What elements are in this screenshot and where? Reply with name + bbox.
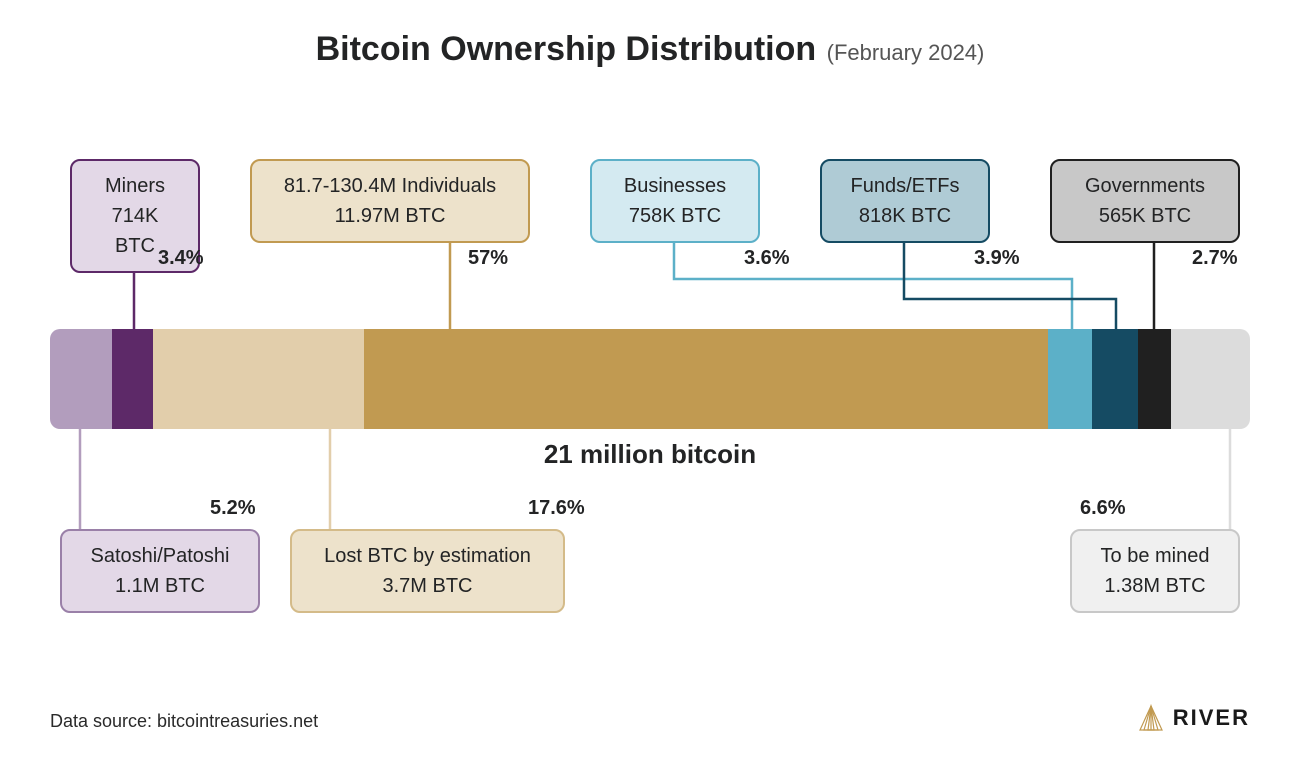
label-businesses-title: Businesses: [610, 171, 740, 201]
footer-row: Data source: bitcointreasuries.net RIVER: [50, 704, 1250, 732]
label-funds-amount: 818K BTC: [840, 201, 970, 231]
segment-governments: [1138, 329, 1170, 429]
segment-businesses: [1048, 329, 1091, 429]
label-individuals-title: 81.7-130.4M Individuals: [270, 171, 510, 201]
label-satoshi: Satoshi/Patoshi 1.1M BTC: [60, 529, 260, 613]
data-source: Data source: bitcointreasuries.net: [50, 711, 318, 732]
label-individuals: 81.7-130.4M Individuals 11.97M BTC: [250, 159, 530, 243]
pct-unmined: 6.6%: [1080, 497, 1126, 520]
pct-individuals: 57%: [468, 247, 508, 270]
label-funds-title: Funds/ETFs: [840, 171, 970, 201]
bar-caption: 21 million bitcoin: [50, 439, 1250, 470]
pct-lost: 17.6%: [528, 497, 585, 520]
chart-subtitle: (February 2024): [827, 40, 985, 65]
label-miners-title: Miners: [90, 171, 180, 201]
pct-businesses: 3.6%: [744, 247, 790, 270]
label-governments: Governments 565K BTC: [1050, 159, 1240, 243]
pct-miners: 3.4%: [158, 247, 204, 270]
river-logo-icon: [1137, 704, 1165, 732]
connector-funds: [904, 229, 1116, 329]
label-governments-title: Governments: [1070, 171, 1220, 201]
label-satoshi-amount: 1.1M BTC: [80, 571, 240, 601]
label-unmined-title: To be mined: [1090, 541, 1220, 571]
segment-funds: [1092, 329, 1139, 429]
label-unmined-amount: 1.38M BTC: [1090, 571, 1220, 601]
segment-lost: [153, 329, 364, 429]
label-lost-amount: 3.7M BTC: [310, 571, 545, 601]
connector-businesses: [674, 229, 1072, 329]
label-lost-title: Lost BTC by estimation: [310, 541, 545, 571]
segment-unmined: [1171, 329, 1250, 429]
label-funds: Funds/ETFs 818K BTC: [820, 159, 990, 243]
segment-miners: [112, 329, 153, 429]
label-businesses: Businesses 758K BTC: [590, 159, 760, 243]
label-individuals-amount: 11.97M BTC: [270, 201, 510, 231]
label-satoshi-title: Satoshi/Patoshi: [80, 541, 240, 571]
pct-funds: 3.9%: [974, 247, 1020, 270]
label-governments-amount: 565K BTC: [1070, 201, 1220, 231]
brand-logo: RIVER: [1137, 704, 1250, 732]
chart-area: 21 million bitcoin Miners 714K BTC 3.4% …: [50, 99, 1250, 619]
label-unmined: To be mined 1.38M BTC: [1070, 529, 1240, 613]
segment-satoshi: [50, 329, 112, 429]
title-row: Bitcoin Ownership Distribution (February…: [50, 30, 1250, 69]
pct-governments: 2.7%: [1192, 247, 1238, 270]
label-businesses-amount: 758K BTC: [610, 201, 740, 231]
chart-container: Bitcoin Ownership Distribution (February…: [50, 30, 1250, 750]
chart-title: Bitcoin Ownership Distribution: [316, 30, 817, 68]
label-lost: Lost BTC by estimation 3.7M BTC: [290, 529, 565, 613]
pct-satoshi: 5.2%: [210, 497, 256, 520]
brand-name: RIVER: [1173, 705, 1250, 731]
segment-individuals: [364, 329, 1048, 429]
stacked-bar: [50, 329, 1250, 429]
